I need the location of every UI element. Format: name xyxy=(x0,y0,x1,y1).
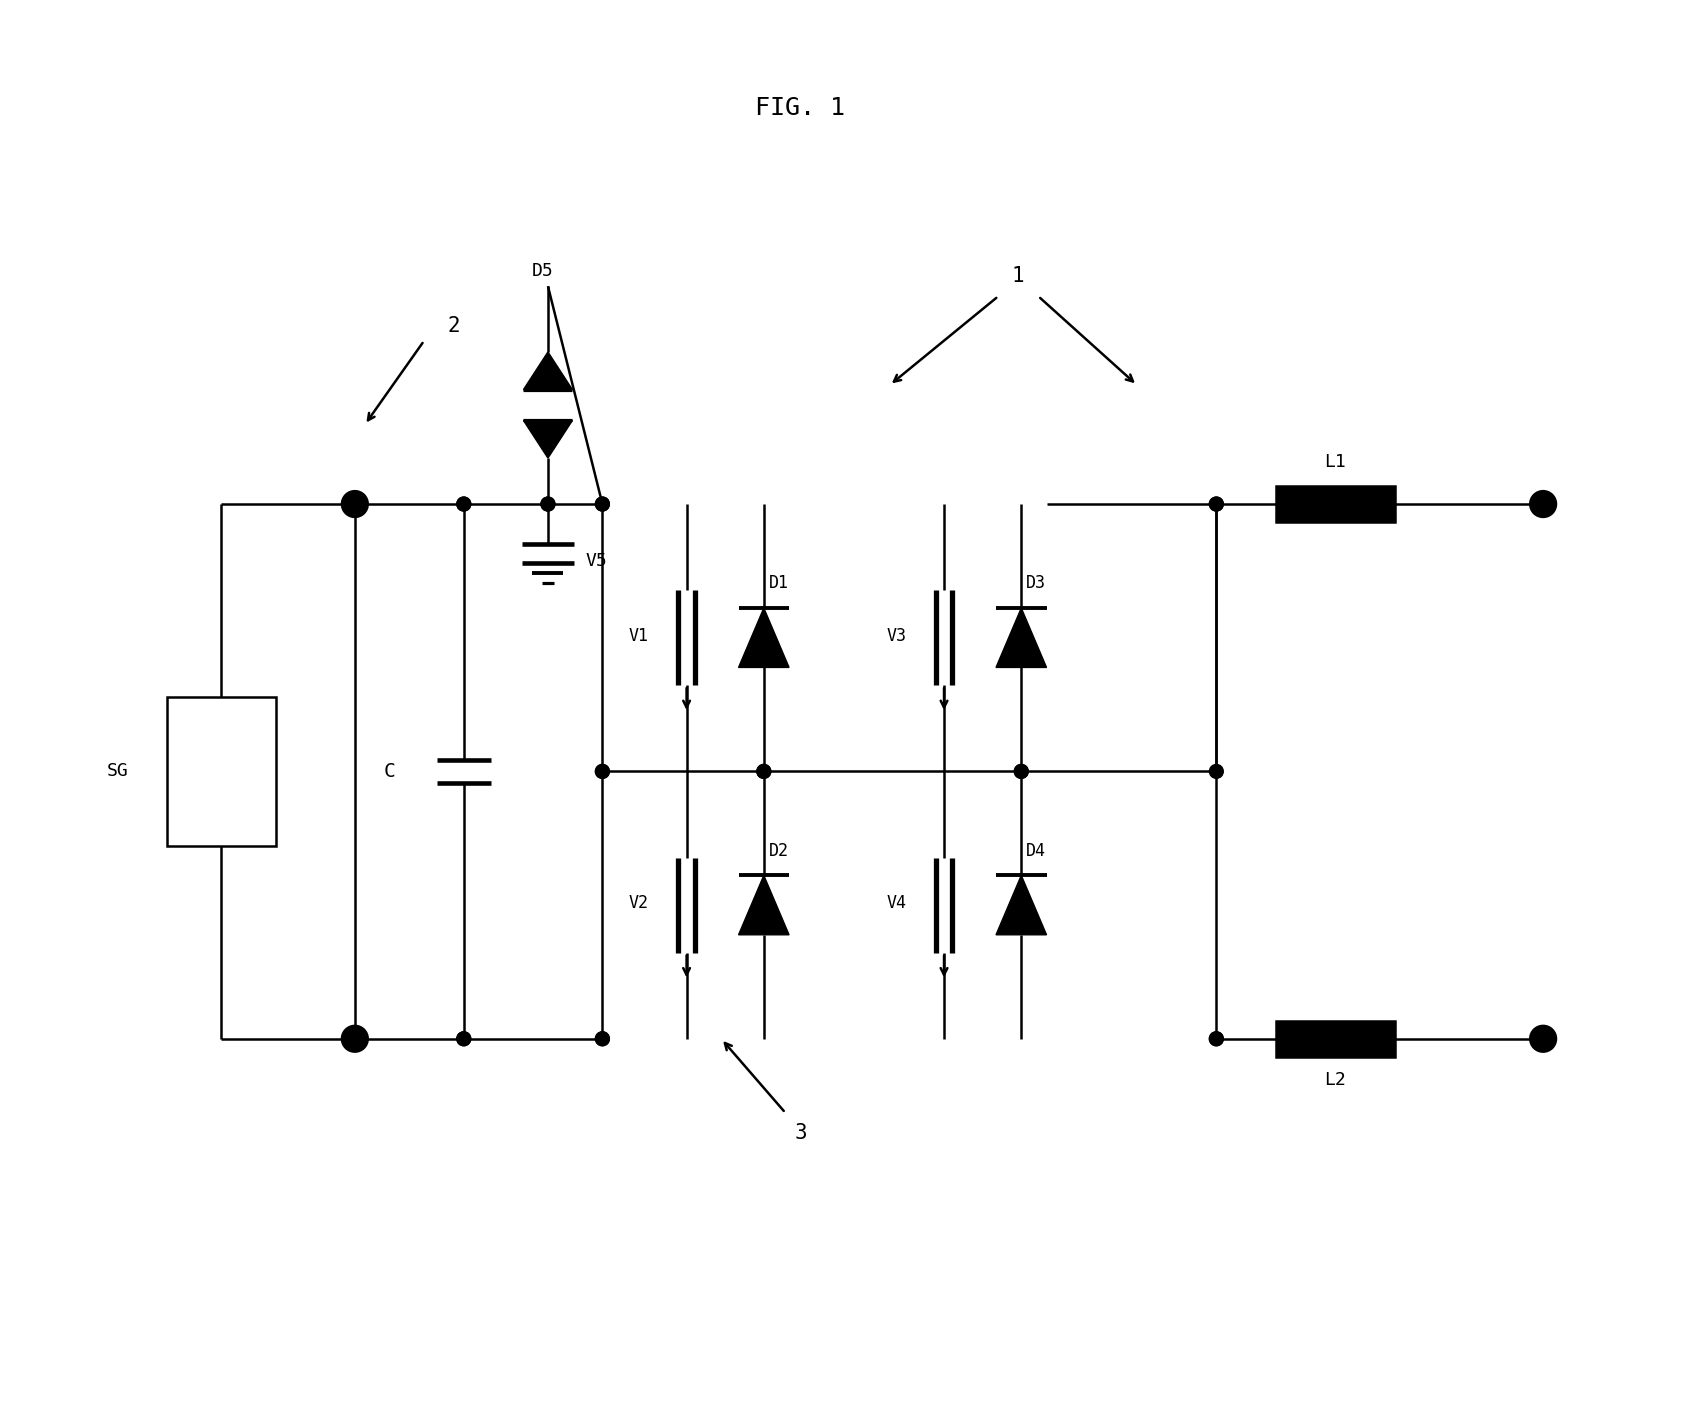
Circle shape xyxy=(756,765,772,778)
Circle shape xyxy=(1530,1025,1557,1052)
Circle shape xyxy=(457,1032,470,1045)
Circle shape xyxy=(457,498,470,510)
Text: D4: D4 xyxy=(1027,842,1046,860)
Text: V4: V4 xyxy=(887,894,907,912)
Text: L1: L1 xyxy=(1325,454,1347,472)
Polygon shape xyxy=(997,876,1047,934)
Text: V5: V5 xyxy=(585,553,607,570)
Circle shape xyxy=(596,498,609,510)
Circle shape xyxy=(349,498,362,510)
Circle shape xyxy=(756,765,772,778)
Bar xyxy=(1276,1021,1394,1057)
Text: D1: D1 xyxy=(768,574,788,592)
Text: V2: V2 xyxy=(629,894,650,912)
Circle shape xyxy=(342,1025,367,1052)
Bar xyxy=(168,697,276,846)
Bar xyxy=(1276,486,1394,522)
Circle shape xyxy=(541,498,555,510)
Circle shape xyxy=(457,1032,470,1045)
Circle shape xyxy=(1014,765,1029,778)
Text: 3: 3 xyxy=(794,1123,807,1143)
Text: V3: V3 xyxy=(887,627,907,644)
Polygon shape xyxy=(523,421,572,458)
Text: C: C xyxy=(384,762,396,781)
Circle shape xyxy=(1210,1032,1223,1045)
Circle shape xyxy=(1210,765,1223,778)
Circle shape xyxy=(349,1032,362,1045)
Circle shape xyxy=(596,765,609,778)
Circle shape xyxy=(596,1032,609,1045)
Circle shape xyxy=(596,765,609,778)
Circle shape xyxy=(1014,765,1029,778)
Polygon shape xyxy=(739,609,788,667)
Circle shape xyxy=(342,491,367,518)
Polygon shape xyxy=(523,351,572,390)
Circle shape xyxy=(596,498,609,510)
Text: SG: SG xyxy=(107,762,129,781)
Circle shape xyxy=(1530,491,1557,518)
Text: FIG. 1: FIG. 1 xyxy=(755,95,846,119)
Text: D3: D3 xyxy=(1027,574,1046,592)
Circle shape xyxy=(541,498,555,510)
Circle shape xyxy=(1210,498,1223,510)
Circle shape xyxy=(1210,1032,1223,1045)
Polygon shape xyxy=(997,609,1047,667)
Polygon shape xyxy=(739,876,788,934)
Text: D5: D5 xyxy=(531,262,553,280)
Text: 2: 2 xyxy=(448,316,460,336)
Text: 1: 1 xyxy=(1012,266,1025,286)
Text: L2: L2 xyxy=(1325,1071,1347,1089)
Text: D2: D2 xyxy=(768,842,788,860)
Circle shape xyxy=(457,498,470,510)
Circle shape xyxy=(1210,498,1223,510)
Text: V1: V1 xyxy=(629,627,650,644)
Circle shape xyxy=(596,1032,609,1045)
